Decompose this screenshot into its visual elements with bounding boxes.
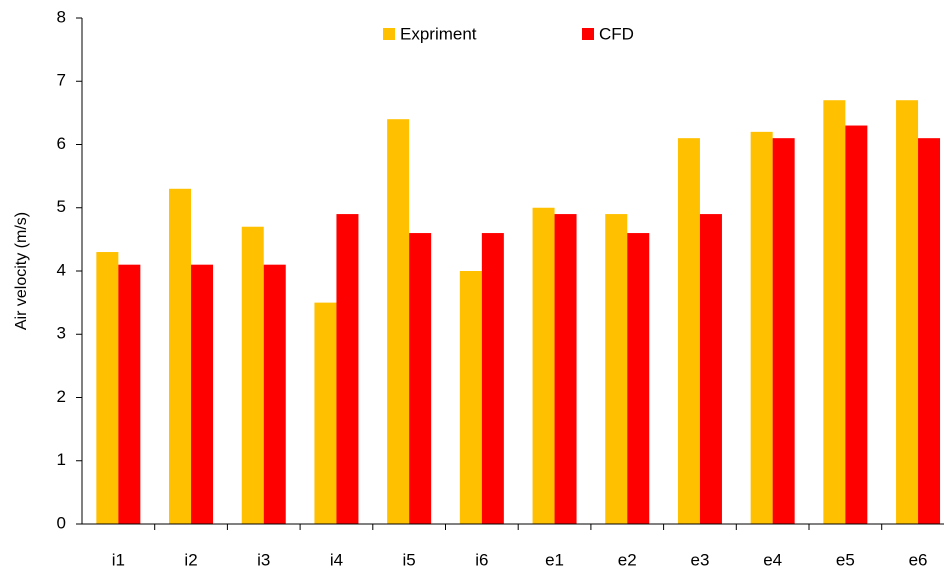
bar — [699, 214, 722, 524]
x-tick-label: i6 — [475, 550, 488, 569]
y-tick-label: 5 — [57, 197, 66, 216]
bar — [314, 302, 337, 524]
x-tick-label: e5 — [836, 550, 855, 569]
y-axis-label: Air velocity (m/s) — [13, 212, 30, 330]
legend-swatch — [383, 28, 395, 40]
bar — [896, 100, 919, 524]
bar — [96, 252, 119, 524]
bar — [918, 138, 941, 525]
bar — [750, 131, 773, 524]
bar — [191, 264, 214, 524]
x-tick-label: e2 — [618, 550, 637, 569]
legend-label: CFD — [599, 24, 634, 43]
y-tick-label: 7 — [57, 71, 66, 90]
bar — [605, 214, 628, 524]
bar — [823, 100, 846, 524]
bar — [772, 138, 795, 525]
bar — [336, 214, 359, 524]
bar — [387, 119, 410, 524]
y-tick-label: 8 — [57, 7, 66, 26]
x-tick-label: i3 — [257, 550, 270, 569]
y-tick-label: 0 — [57, 513, 66, 532]
bar — [481, 233, 504, 525]
x-tick-label: i4 — [330, 550, 343, 569]
x-tick-label: e6 — [909, 550, 928, 569]
bar — [845, 125, 868, 525]
x-tick-label: i2 — [184, 550, 197, 569]
bar — [627, 233, 650, 525]
bar — [169, 188, 192, 524]
bar — [263, 264, 286, 524]
x-tick-label: e4 — [763, 550, 782, 569]
legend-label: Expriment — [400, 24, 477, 43]
bar — [532, 207, 555, 524]
y-tick-label: 3 — [57, 324, 66, 343]
legend-swatch — [582, 28, 594, 40]
y-tick-label: 1 — [57, 450, 66, 469]
x-tick-label: i1 — [112, 550, 125, 569]
x-tick-label: e1 — [545, 550, 564, 569]
y-tick-label: 2 — [57, 387, 66, 406]
bar — [554, 214, 577, 524]
bar — [409, 233, 432, 525]
y-tick-label: 4 — [57, 260, 66, 279]
bar — [677, 138, 700, 525]
bar — [118, 264, 141, 524]
x-tick-label: i5 — [403, 550, 416, 569]
bar — [459, 271, 482, 524]
bar — [241, 226, 264, 524]
x-tick-label: e3 — [690, 550, 709, 569]
y-tick-label: 6 — [57, 134, 66, 153]
